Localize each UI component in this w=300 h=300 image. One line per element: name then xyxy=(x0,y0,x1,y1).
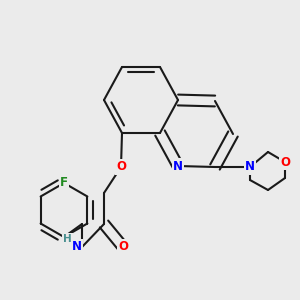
Text: O: O xyxy=(118,241,128,254)
Text: N: N xyxy=(245,160,255,173)
Text: N: N xyxy=(173,160,183,172)
Text: O: O xyxy=(116,160,126,173)
Text: F: F xyxy=(60,176,68,190)
Text: O: O xyxy=(280,155,290,169)
Text: H: H xyxy=(63,235,71,244)
Text: N: N xyxy=(72,241,82,254)
